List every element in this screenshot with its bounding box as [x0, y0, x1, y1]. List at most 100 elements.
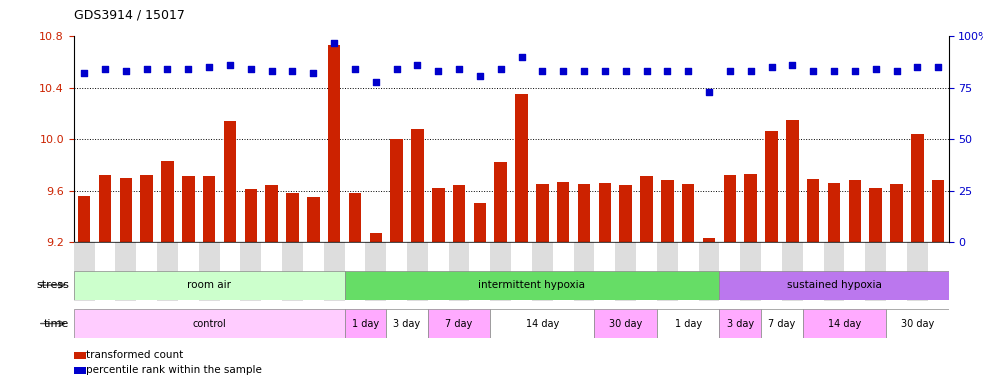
Bar — [366, 242, 386, 301]
Bar — [807, 179, 820, 242]
Bar — [824, 242, 844, 301]
Text: 14 day: 14 day — [828, 318, 861, 329]
Bar — [720, 271, 949, 300]
Bar — [241, 242, 261, 301]
Bar — [161, 161, 174, 242]
Bar — [453, 185, 465, 242]
Bar — [491, 309, 595, 338]
Bar — [703, 238, 716, 242]
Text: transformed count: transformed count — [86, 350, 183, 360]
Point — [326, 40, 342, 46]
Bar — [536, 184, 549, 242]
Point — [514, 54, 530, 60]
Bar — [552, 242, 574, 301]
Bar — [803, 309, 886, 338]
Bar — [224, 121, 236, 242]
Bar — [448, 242, 470, 301]
Text: 7 day: 7 day — [769, 318, 795, 329]
Bar — [636, 242, 657, 301]
Bar — [74, 367, 86, 374]
Bar — [303, 242, 323, 301]
Point — [743, 68, 759, 74]
Bar — [349, 193, 361, 242]
Point — [847, 68, 863, 74]
Point — [535, 68, 550, 74]
Point — [222, 62, 238, 68]
Point — [576, 68, 592, 74]
Point — [492, 66, 508, 73]
Point — [451, 66, 467, 73]
Bar — [886, 242, 907, 301]
Bar — [386, 242, 407, 301]
Point — [722, 68, 737, 74]
Bar — [848, 180, 861, 242]
Point — [181, 66, 197, 73]
Point — [263, 68, 279, 74]
Bar — [595, 242, 615, 301]
Bar — [261, 242, 282, 301]
Bar — [470, 242, 491, 301]
Point — [243, 66, 259, 73]
Bar — [411, 129, 424, 242]
Point — [306, 70, 321, 76]
Bar — [723, 175, 736, 242]
Bar — [115, 242, 137, 301]
Bar — [662, 180, 673, 242]
Point — [555, 68, 571, 74]
Point — [159, 66, 175, 73]
Bar — [682, 184, 694, 242]
Text: GDS3914 / 15017: GDS3914 / 15017 — [74, 8, 185, 21]
Point — [368, 79, 383, 85]
Point — [431, 68, 446, 74]
Bar — [282, 242, 303, 301]
Bar — [74, 271, 344, 300]
Point — [118, 68, 134, 74]
Bar — [891, 184, 902, 242]
Bar — [744, 174, 757, 242]
Bar — [761, 309, 803, 338]
Text: sustained hypoxia: sustained hypoxia — [786, 280, 882, 290]
Bar — [428, 242, 448, 301]
Bar — [886, 309, 949, 338]
Bar — [869, 188, 882, 242]
Bar — [761, 242, 781, 301]
Text: intermittent hypoxia: intermittent hypoxia — [479, 280, 586, 290]
Point — [284, 68, 300, 74]
Bar — [432, 188, 444, 242]
Bar — [98, 175, 111, 242]
Text: 30 day: 30 day — [900, 318, 934, 329]
Bar — [286, 193, 299, 242]
Text: 14 day: 14 day — [526, 318, 559, 329]
Bar — [781, 242, 803, 301]
Point — [764, 64, 780, 70]
Bar — [178, 242, 199, 301]
Bar — [344, 242, 366, 301]
Text: percentile rank within the sample: percentile rank within the sample — [86, 366, 261, 376]
Bar — [720, 242, 740, 301]
Text: 3 day: 3 day — [393, 318, 421, 329]
Bar — [307, 197, 319, 242]
Bar — [491, 242, 511, 301]
Bar — [390, 139, 403, 242]
Bar — [578, 184, 591, 242]
Bar — [74, 242, 94, 301]
Bar — [532, 242, 552, 301]
Bar — [907, 242, 928, 301]
Text: room air: room air — [187, 280, 231, 290]
Bar — [511, 242, 532, 301]
Bar — [932, 180, 945, 242]
Bar — [370, 233, 382, 242]
Point — [472, 73, 488, 79]
Bar — [599, 183, 611, 242]
Point — [930, 64, 946, 70]
Point — [784, 62, 800, 68]
Bar — [74, 309, 344, 338]
Bar — [766, 131, 778, 242]
Bar — [94, 242, 115, 301]
Bar — [640, 176, 653, 242]
Point — [889, 68, 904, 74]
Point — [639, 68, 655, 74]
Bar — [619, 185, 632, 242]
Point — [826, 68, 841, 74]
Bar — [74, 352, 86, 359]
